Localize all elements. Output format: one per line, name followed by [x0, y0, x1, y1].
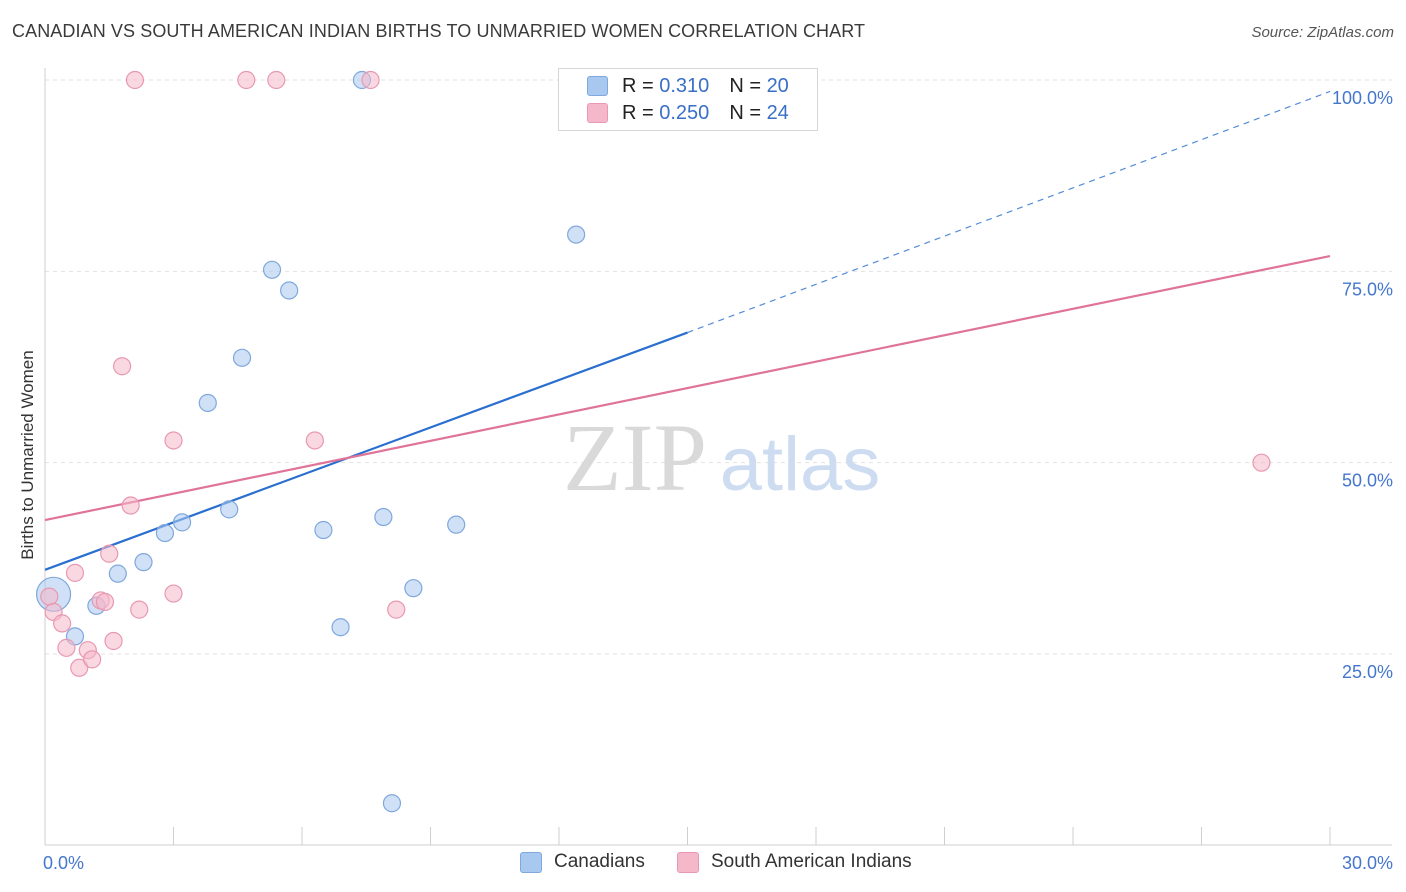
data-point-south-american-indians: [100, 544, 119, 563]
data-point-canadians: [172, 513, 192, 532]
data-point-canadians: [404, 579, 423, 598]
legend-swatch-canadians: [587, 76, 608, 96]
series-legend: Canadians South American Indians: [0, 851, 1406, 877]
data-point-south-american-indians: [95, 592, 115, 612]
data-point-south-american-indians: [57, 638, 76, 657]
data-point-south-american-indians: [70, 658, 89, 677]
chart-title: CANADIAN VS SOUTH AMERICAN INDIAN BIRTHS…: [12, 21, 866, 41]
series-legend-canadians[interactable]: Canadians: [520, 851, 645, 873]
series-legend-south-american-indians[interactable]: South American Indians: [677, 851, 912, 873]
legend-n-value: 20: [766, 74, 789, 97]
legend-n-value: 24: [766, 101, 789, 124]
data-point-south-american-indians: [112, 357, 132, 376]
data-point-canadians: [314, 520, 333, 540]
correlation-legend: R = 0.310 N = 20 R = 0.250 N = 24: [558, 68, 818, 131]
watermark: ZIP atlas: [563, 404, 880, 511]
legend-r-label: R =: [622, 74, 654, 97]
data-point-south-american-indians: [53, 614, 72, 633]
watermark-zip: ZIP: [563, 404, 707, 511]
legend-r-value: 0.250: [659, 101, 710, 124]
point-layer: [35, 70, 1271, 813]
data-point-canadians: [232, 348, 252, 367]
trend-line-south-american-indians: [44, 254, 1331, 522]
legend-swatch-south-american-indians: [587, 103, 608, 123]
data-point-canadians: [108, 564, 127, 583]
legend-n-label: N =: [729, 74, 761, 97]
series-legend-label: Canadians: [554, 851, 645, 872]
data-point-canadians: [262, 260, 282, 279]
data-point-south-american-indians: [65, 563, 85, 582]
legend-row-south-american-indians: R = 0.250 N = 24: [587, 102, 789, 124]
data-point-south-american-indians: [40, 587, 59, 606]
data-point-canadians: [331, 618, 350, 637]
data-point-south-american-indians: [1252, 453, 1271, 472]
axis-layer: [44, 68, 1392, 846]
data-point-south-american-indians: [305, 431, 324, 450]
x-tick-label: 0.0%: [43, 853, 84, 873]
data-point-south-american-indians: [125, 70, 145, 90]
legend-r-label: R =: [622, 101, 654, 124]
data-point-canadians: [382, 794, 402, 813]
data-point-canadians: [220, 500, 239, 519]
data-point-south-american-indians: [83, 650, 102, 669]
series-legend-swatch-south-american-indians: [677, 851, 699, 873]
data-point-canadians: [280, 281, 299, 300]
data-point-canadians: [155, 523, 175, 543]
y-tick-label: 25.0%: [1342, 662, 1393, 682]
series-legend-label: South American Indians: [711, 851, 912, 872]
y-tick-label: 50.0%: [1342, 471, 1393, 491]
data-point-canadians: [374, 507, 393, 527]
series-legend-swatch-canadians: [520, 851, 542, 873]
y-tick-label: 100.0%: [1332, 88, 1393, 108]
data-point-canadians: [567, 225, 586, 244]
trend-line-extension: [687, 90, 1331, 334]
data-point-canadians: [198, 393, 217, 413]
data-point-south-american-indians: [387, 600, 406, 619]
data-point-south-american-indians: [164, 584, 183, 603]
source-label: Source: ZipAtlas.com: [1251, 24, 1394, 41]
data-point-south-american-indians: [121, 496, 140, 515]
watermark-atlas: atlas: [720, 422, 881, 507]
label-layer: 25.0% 50.0% 75.0% 100.0% 0.0% 30.0%: [43, 88, 1393, 873]
data-point-south-american-indians: [104, 631, 123, 651]
data-point-canadians: [134, 553, 153, 572]
trend-layer: [44, 90, 1331, 571]
legend-row-canadians: R = 0.310 N = 20: [587, 75, 789, 97]
trend-line-canadians: [44, 331, 688, 571]
data-point-south-american-indians: [361, 70, 380, 90]
data-point-south-american-indians: [267, 70, 286, 90]
y-tick-label: 75.0%: [1342, 279, 1393, 299]
data-point-south-american-indians: [130, 600, 149, 619]
grid-layer: [45, 79, 1392, 655]
x-tick-label: 30.0%: [1342, 853, 1393, 873]
legend-n-label: N =: [729, 101, 761, 124]
data-point-south-american-indians: [164, 431, 183, 450]
legend-r-value: 0.310: [659, 74, 710, 97]
data-point-canadians: [447, 515, 466, 534]
data-point-south-american-indians: [237, 70, 256, 90]
